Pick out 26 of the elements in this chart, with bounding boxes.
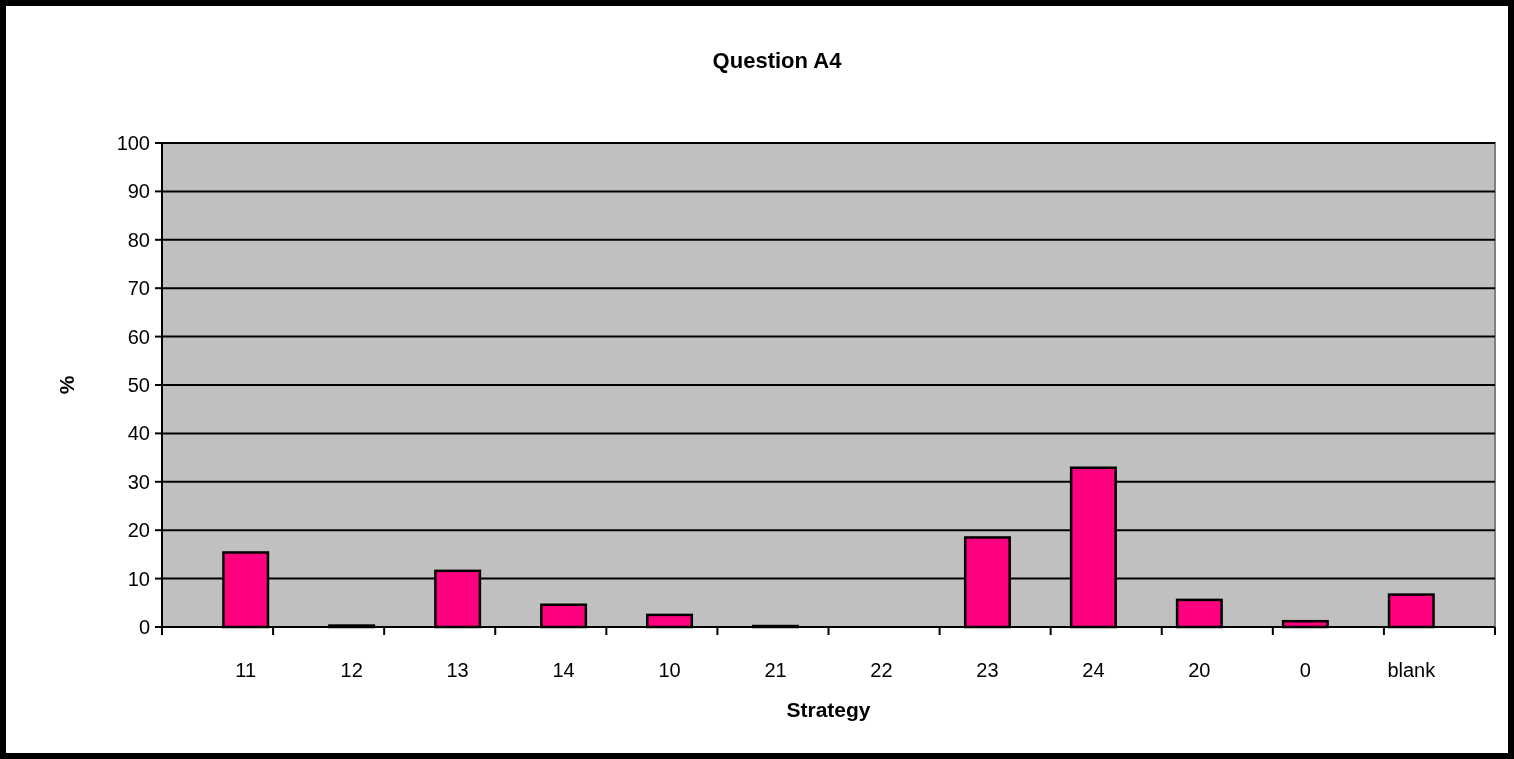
x-tick-label: 23 (976, 659, 999, 681)
y-axis-title: % (55, 375, 78, 395)
y-tick-label: 0 (138, 616, 150, 638)
chart-title: Question A4 (712, 48, 843, 73)
y-tick-label: 10 (127, 567, 150, 590)
y-tick-label: 40 (127, 422, 150, 445)
x-tick-label: 11 (235, 659, 257, 681)
y-tick-label: 70 (127, 277, 150, 300)
y-tick-label: 50 (127, 374, 150, 396)
x-tick-label: 14 (552, 659, 575, 681)
x-axis-title: Strategy (786, 698, 871, 721)
y-tick-label: 20 (127, 519, 150, 542)
x-tick-label: 10 (658, 659, 681, 681)
y-tick-label: 30 (127, 470, 150, 493)
x-tick-label: 13 (446, 659, 469, 681)
y-tick-label: 90 (127, 180, 150, 203)
x-tick-label: 0 (1299, 659, 1311, 681)
x-tick-label: blank (1387, 659, 1437, 681)
y-tick-label: 100 (116, 132, 150, 154)
x-tick-label: 20 (1188, 659, 1211, 681)
y-tick-label: 80 (127, 228, 150, 251)
x-tick-label: 21 (764, 659, 787, 681)
x-tick-label: 22 (870, 659, 893, 681)
y-tick-label: 60 (127, 325, 150, 348)
x-tick-label: 12 (340, 659, 363, 681)
x-tick-label: 24 (1082, 659, 1105, 681)
